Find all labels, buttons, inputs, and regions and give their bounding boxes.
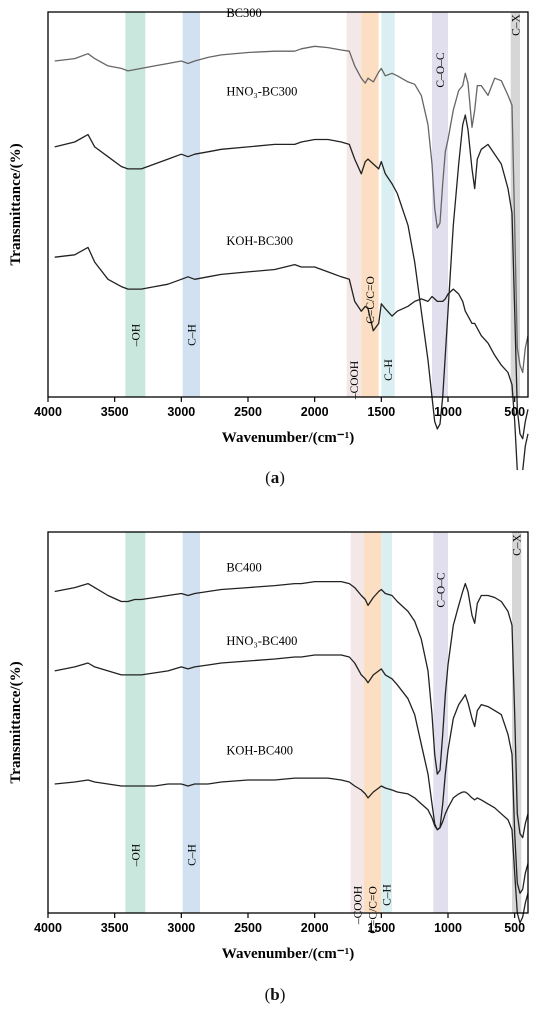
series-label-0: BC400 [226, 561, 261, 575]
band-label-2: –COOH [349, 361, 361, 400]
y-axis-title: Transmittance/(%) [8, 143, 24, 265]
series-line-2 [54, 246, 529, 470]
series-line-0 [54, 580, 529, 839]
band-label-6: C–X [510, 13, 522, 35]
series-line-0 [54, 45, 529, 374]
band-label-3: C=C/C=O [365, 276, 377, 323]
plot-frame [47, 11, 529, 398]
series-label-1: HNO₃-BC300 [226, 84, 297, 98]
x-axis-title: Wavenumber/(cm⁻¹) [222, 946, 354, 962]
x-tick-label-5: 1500 [367, 405, 395, 419]
band-0 [125, 532, 146, 913]
ftir-chart-a: 4000 3500 3000 2500 2000 1500 1000 500 Wavenumbe… [8, 6, 529, 470]
x-tick-label-6: 1000 [434, 921, 462, 935]
chart-panel-b: 4000 3500 3000 2500 2000 1500 1000 500 Wavenumbe… [0, 520, 550, 1019]
x-tick-label-1: 3500 [101, 921, 129, 935]
x-tick-label-1: 3500 [101, 405, 129, 419]
series-line-1 [54, 114, 529, 440]
series-label-1: HNO₃-BC400 [226, 634, 297, 648]
x-tick-label-3: 2500 [234, 405, 262, 419]
band-label-5: C–O–C [435, 52, 447, 87]
band-4 [381, 532, 392, 913]
band-2 [346, 12, 362, 397]
band-label-0: –OH [130, 324, 142, 347]
chart-panel-a: 4000 3500 3000 2500 2000 1500 1000 500 Wavenumbe… [0, 0, 550, 500]
x-tick-label-3: 2500 [234, 921, 262, 935]
band-0 [125, 12, 146, 397]
x-tick-label-2: 3000 [167, 921, 195, 935]
band-6 [510, 12, 520, 397]
band-2 [350, 532, 364, 913]
x-tick-label-5: 1500 [367, 921, 395, 935]
series-label-2: KOH-BC400 [226, 743, 293, 757]
band-6 [512, 532, 522, 913]
band-3 [364, 532, 382, 913]
band-1 [182, 532, 200, 913]
band-4 [381, 12, 395, 397]
band-label-6: C–X [512, 533, 524, 555]
band-1 [182, 12, 200, 397]
x-tick-label-4: 2000 [301, 921, 329, 935]
x-axis-title: Wavenumber/(cm⁻¹) [222, 430, 354, 446]
band-3 [361, 12, 379, 397]
caption-a: (a) [265, 468, 285, 487]
x-tick-label-0: 4000 [34, 921, 62, 935]
x-tick-label-6: 1000 [434, 405, 462, 419]
x-tick-label-7: 500 [504, 921, 525, 935]
x-tick-label-4: 2000 [301, 405, 329, 419]
x-tick-label-0: 4000 [34, 405, 62, 419]
band-label-4: C–H [383, 359, 395, 381]
ftir-chart-b: 4000 3500 3000 2500 2000 1500 1000 500 Wavenumbe… [8, 531, 529, 962]
x-tick-label-7: 500 [504, 405, 525, 419]
series-line-1 [54, 654, 529, 894]
caption-b: (b) [264, 985, 286, 1004]
band-label-2: –COOH [352, 886, 364, 925]
band-label-3: C=C/C=O [368, 886, 380, 933]
band-label-5: C–O–C [436, 572, 448, 607]
x-tick-label-2: 3000 [167, 405, 195, 419]
band-label-0: –OH [130, 844, 142, 867]
plot-frame [47, 531, 529, 914]
band-label-4: C–H [382, 884, 394, 906]
series-line-2 [54, 777, 529, 924]
series-label-2: KOH-BC300 [226, 234, 293, 248]
y-axis-title: Transmittance/(%) [8, 661, 24, 783]
series-label-0: BC300 [226, 6, 261, 20]
band-label-1: C–H [186, 324, 198, 346]
band-label-1: C–H [186, 844, 198, 866]
